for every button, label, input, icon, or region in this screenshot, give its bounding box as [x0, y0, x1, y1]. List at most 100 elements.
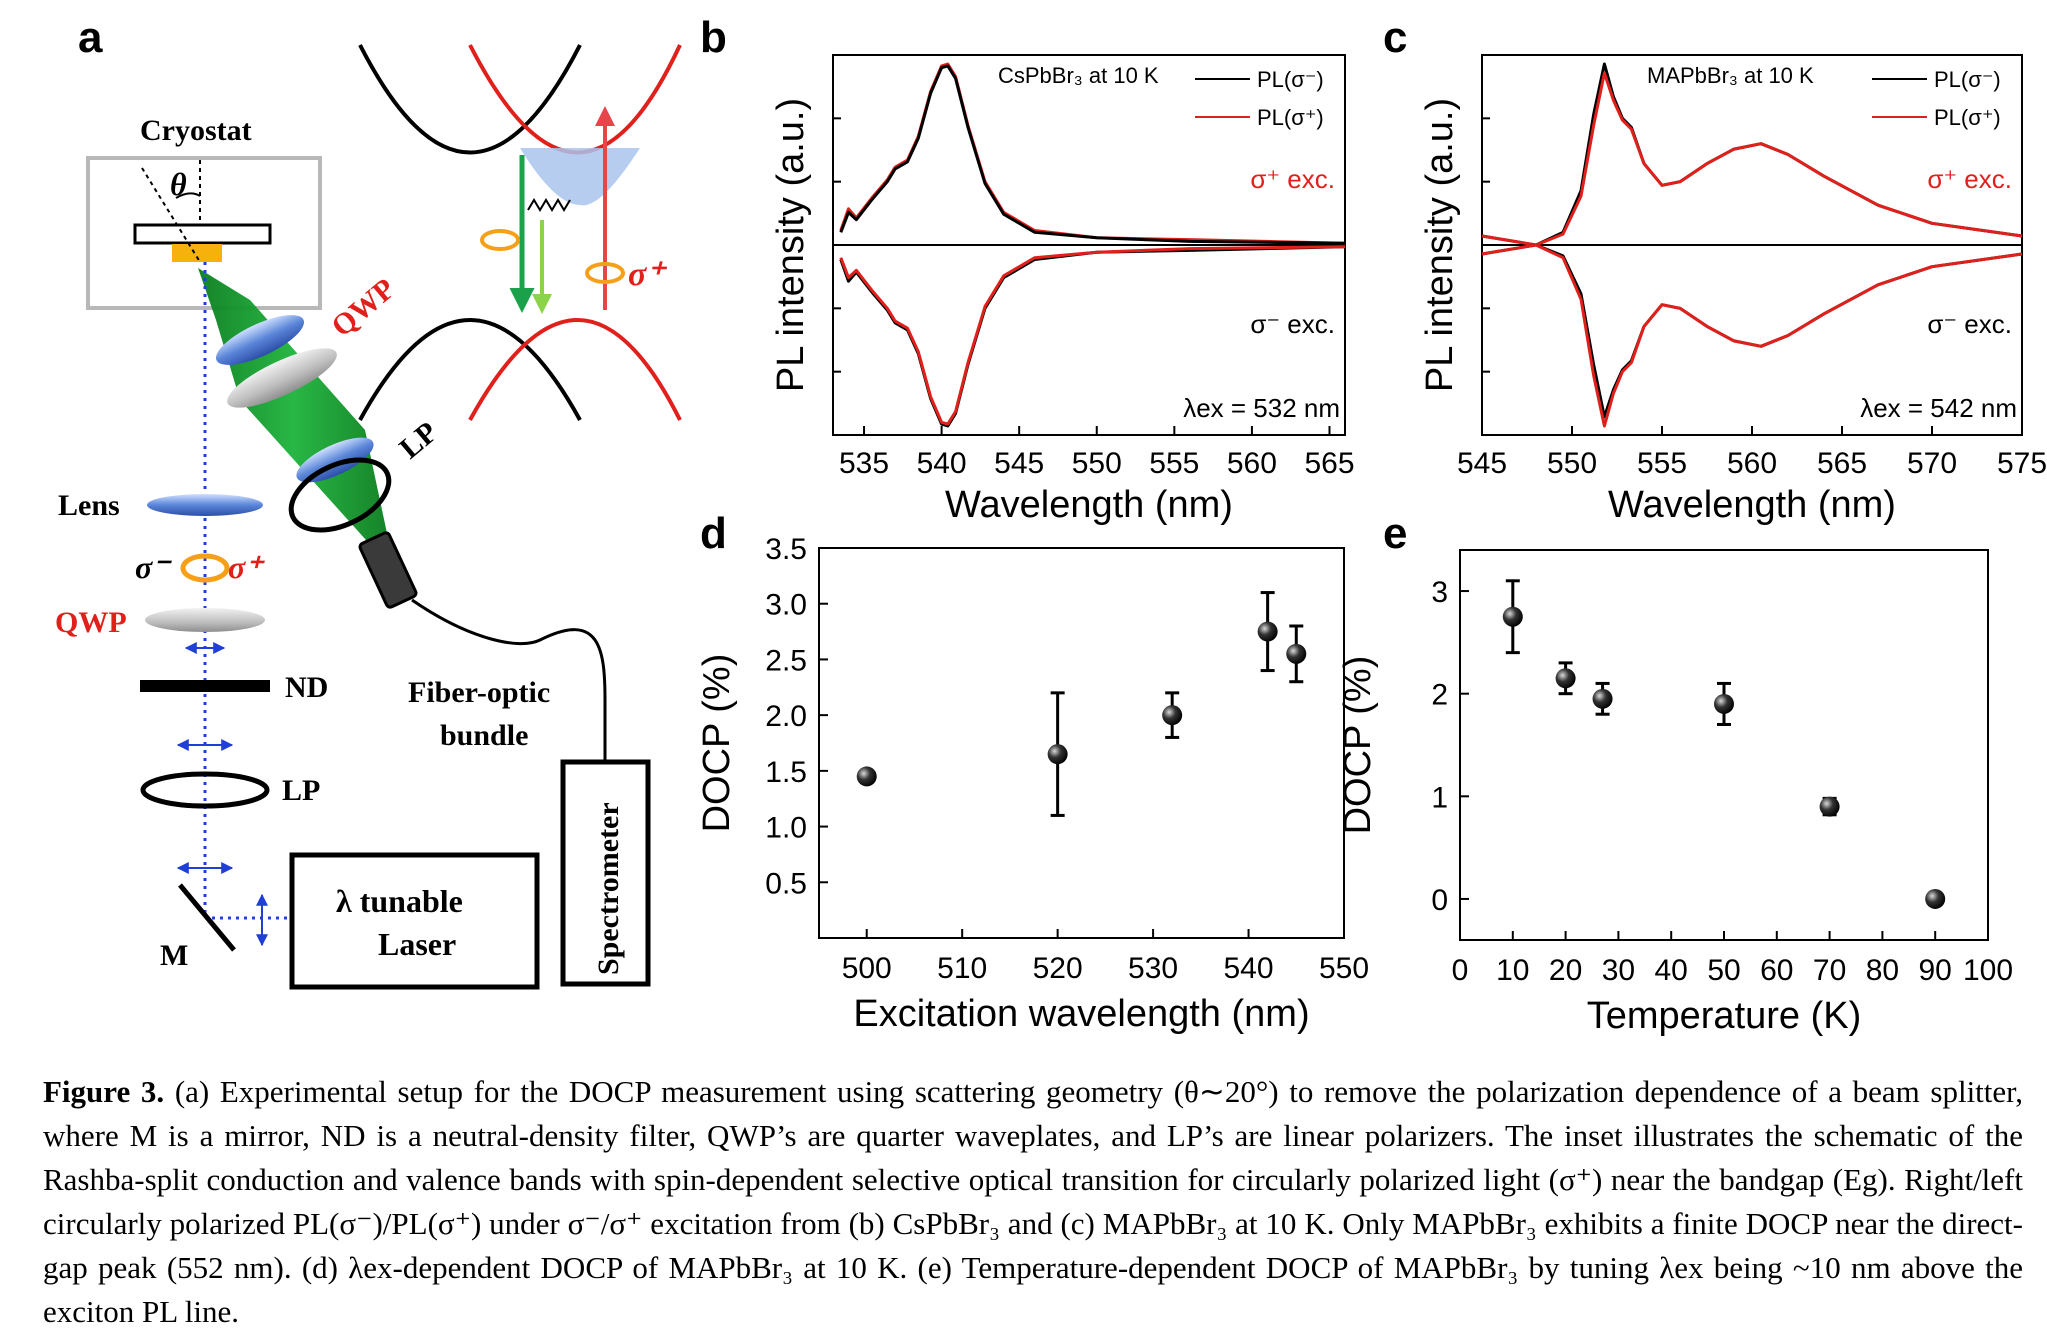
focus-lens	[296, 437, 374, 483]
sample-holder	[133, 223, 272, 245]
panel-label-e: e	[1383, 509, 1407, 558]
qwp-bottom-plate	[145, 608, 265, 632]
x-tick-label: 40	[1655, 954, 1688, 987]
cryostat-label: Cryostat	[140, 114, 252, 147]
figure-caption: Figure 3. (a) Experimental setup for the…	[43, 1070, 2023, 1334]
y-tick-label: 1.5	[765, 756, 807, 789]
legend-label: PL(σ⁺)	[1934, 105, 2001, 130]
conduction-band-black	[358, 44, 582, 155]
x-axis-label: Wavelength (nm)	[1608, 484, 1896, 526]
x-axis-label: Wavelength (nm)	[945, 484, 1233, 526]
x-tick-label: 545	[1457, 447, 1507, 480]
y-tick-label: 0	[1431, 884, 1448, 917]
qwp-top-plate	[227, 348, 337, 408]
qwp-bottom-label: QWP	[55, 606, 127, 639]
y-tick-label: 3	[1431, 576, 1448, 609]
legend-label: PL(σ⁻)	[1257, 67, 1324, 92]
x-tick-label: 560	[1227, 447, 1277, 480]
lens-label: Lens	[58, 489, 120, 522]
laser-label-1: λ tunable	[336, 883, 463, 919]
qwp-top-lens	[215, 315, 305, 365]
x-tick-label: 555	[1637, 447, 1687, 480]
y-axis-label: PL intensity (a.u.)	[1419, 98, 1461, 392]
data-point	[1819, 796, 1840, 817]
lower-excitation-label: σ⁻ exc.	[1250, 309, 1335, 339]
upper-excitation-label: σ⁺ exc.	[1250, 164, 1335, 194]
x-tick-label: 80	[1866, 954, 1899, 987]
panel-label-a: a	[78, 13, 103, 62]
y-axis-label: DOCP (%)	[1337, 656, 1379, 835]
incidence-line	[141, 167, 201, 263]
x-tick-label: 100	[1963, 954, 2013, 987]
x-tick-label: 10	[1496, 954, 1529, 987]
fiber-label-1: Fiber-optic	[408, 676, 550, 709]
caption-text: (a) Experimental setup for the DOCP meas…	[43, 1074, 2024, 1329]
mirror-label: M	[160, 939, 188, 972]
y-tick-label: 1	[1431, 781, 1448, 814]
sigma-minus-label: σ⁻	[135, 549, 172, 585]
x-tick-label: 70	[1813, 954, 1846, 987]
y-tick-label: 3.5	[765, 533, 807, 566]
x-tick-label: 50	[1707, 954, 1740, 987]
data-point	[1502, 606, 1523, 627]
x-tick-label: 20	[1549, 954, 1582, 987]
panel-label-b: b	[700, 13, 727, 62]
x-tick-label: 30	[1602, 954, 1635, 987]
x-tick-label: 520	[1033, 952, 1083, 985]
series-line	[839, 245, 1346, 426]
y-axis-label: PL intensity (a.u.)	[770, 98, 812, 392]
excitation-wavelength: λex = 532 nm	[1183, 393, 1340, 423]
mirror	[178, 883, 236, 952]
y-tick-label: 2	[1431, 679, 1448, 712]
x-tick-label: 545	[994, 447, 1044, 480]
plot-frame	[818, 547, 1345, 939]
figure-3: a b c d e Cryostat θ QWP LP Fiber-optic …	[55, 13, 2047, 1037]
data-point	[1286, 643, 1307, 664]
caption-figure-label: Figure 3.	[43, 1074, 165, 1109]
series-line	[839, 64, 1346, 245]
fiber-cable	[411, 598, 607, 762]
panel-label-d: d	[700, 509, 727, 558]
circular-pol-right	[585, 262, 625, 284]
data-point	[1555, 668, 1576, 689]
x-axis-label: Temperature (K)	[1587, 995, 1862, 1037]
qwp-top-label: QWP	[325, 272, 401, 343]
upper-excitation-label: σ⁺ exc.	[1927, 164, 2012, 194]
series-line	[1481, 243, 2023, 428]
y-axis-label: DOCP (%)	[696, 654, 738, 833]
sample	[172, 244, 222, 262]
panel-labels: a b c d e	[78, 13, 1407, 558]
x-tick-label: 60	[1760, 954, 1793, 987]
theta-label: θ	[170, 166, 187, 202]
lp-top-label: LP	[393, 415, 444, 465]
x-tick-label: 510	[937, 952, 987, 985]
chart-b-cspbbr3: 535 540 545 550 555 560 565 Wavelength (nm) PL i…	[770, 54, 1355, 526]
fiber-label-2: bundle	[440, 719, 528, 752]
legend-label: PL(σ⁻)	[1934, 67, 2001, 92]
x-tick-label: 555	[1149, 447, 1199, 480]
chart-c-mapbbr3: 545 550 555 560 565 570 575 Wavelength (nm) PL i…	[1419, 54, 2047, 526]
x-tick-label: 540	[917, 447, 967, 480]
data-point	[1257, 621, 1278, 642]
valence-band-red	[468, 318, 682, 421]
x-tick-label: 550	[1319, 952, 1369, 985]
y-tick-label: 0.5	[765, 867, 807, 900]
lp-bottom-ring	[140, 771, 270, 809]
x-tick-label: 0	[1452, 954, 1469, 987]
legend-label: PL(σ⁺)	[1257, 105, 1324, 130]
x-tick-label: 575	[1997, 447, 2047, 480]
cryostat-box	[86, 156, 322, 310]
nd-filter	[140, 680, 270, 692]
band-inset: σ⁺	[358, 44, 682, 421]
data-point	[1047, 744, 1068, 765]
x-tick-label: 550	[1547, 447, 1597, 480]
y-tick-label: 2.0	[765, 700, 807, 733]
chart-e-docp-temperature: 0 10 20 30 40 50 60 70 80 90 100 0 1 2 3 Temperature (K…	[1337, 549, 2013, 1037]
polarization-ring	[180, 553, 230, 583]
series-line	[1481, 71, 2023, 247]
laser-label-2: Laser	[378, 926, 456, 962]
fiber-head	[358, 531, 418, 609]
x-tick-label: 565	[1304, 447, 1354, 480]
data-point	[1925, 888, 1946, 909]
sigma-plus-label: σ⁺	[228, 549, 265, 585]
